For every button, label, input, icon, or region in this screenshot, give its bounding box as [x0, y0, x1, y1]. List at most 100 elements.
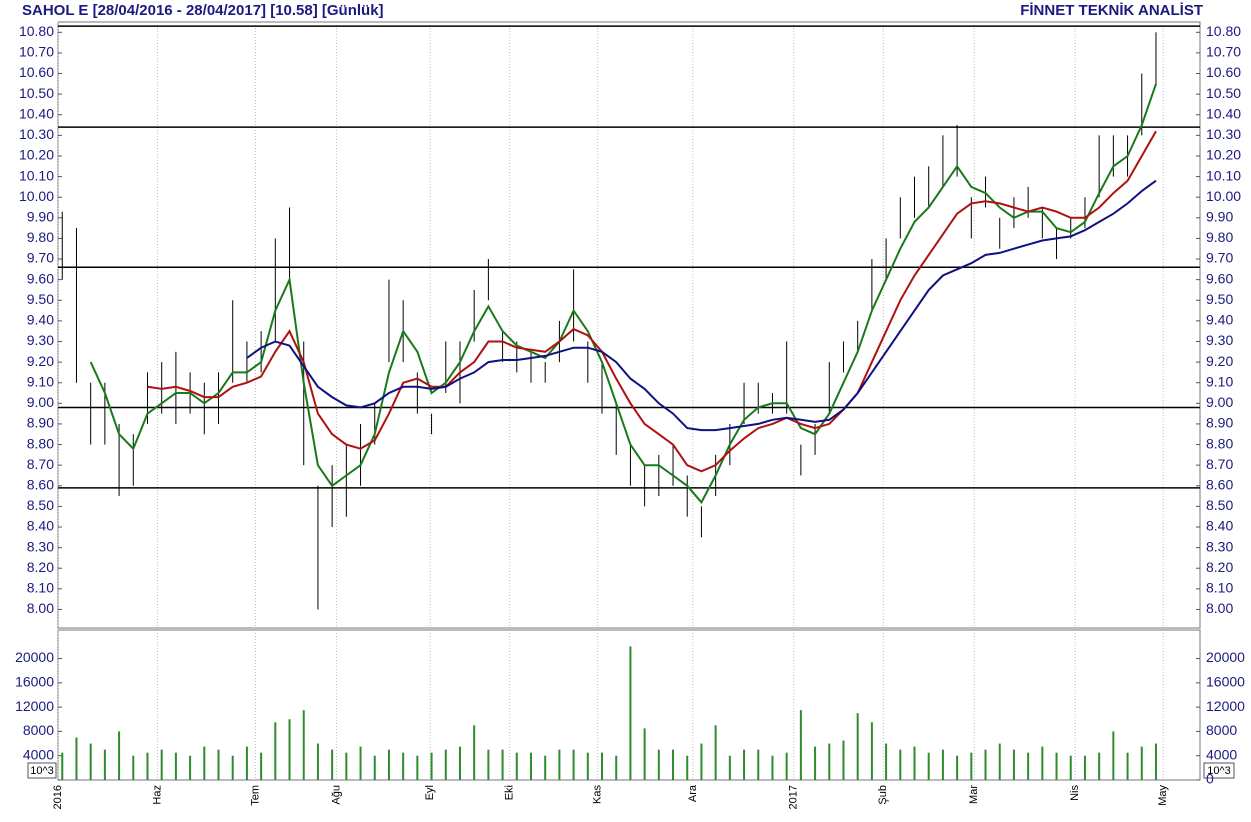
- volume-bar: [643, 728, 646, 780]
- volume-bar: [714, 725, 717, 780]
- y-tick-label: 12000: [15, 698, 54, 714]
- unit-box: [1203, 762, 1235, 779]
- x-tick-label: Ara: [687, 784, 699, 802]
- y-tick-label: 9.50: [27, 291, 54, 307]
- volume-bar: [572, 749, 575, 780]
- y-tick-label: 8.00: [1206, 600, 1233, 616]
- y-tick-label: 9.30: [1206, 332, 1233, 348]
- y-tick-label: 9.90: [27, 209, 54, 225]
- volume-bar: [274, 722, 277, 780]
- y-tick-label: 9.70: [27, 250, 54, 266]
- y-tick-label: 9.20: [1206, 353, 1233, 369]
- volume-unit: 10^3: [1207, 765, 1231, 777]
- volume-bar: [345, 752, 348, 780]
- volume-bar: [458, 746, 461, 780]
- y-tick-label: 9.10: [27, 373, 54, 389]
- y-tick-label: 8.00: [27, 600, 54, 616]
- volume-bar: [899, 749, 902, 780]
- y-tick-label: 10.80: [1206, 23, 1241, 39]
- volume-bar: [1012, 749, 1015, 780]
- volume-bar: [444, 749, 447, 780]
- volume-bar: [103, 749, 106, 780]
- volume-bar: [998, 743, 1001, 780]
- y-tick-label: 8.30: [27, 538, 54, 554]
- y-tick-label: 9.60: [27, 270, 54, 286]
- y-tick-label: 9.80: [27, 229, 54, 245]
- volume-bar: [118, 731, 121, 780]
- y-tick-label: 8.70: [27, 456, 54, 472]
- volume-bar: [132, 755, 135, 780]
- volume-bar: [302, 710, 305, 780]
- volume-bar: [615, 755, 618, 780]
- volume-bar: [814, 746, 817, 780]
- volume-bar: [1098, 752, 1101, 780]
- y-tick-label: 8.50: [1206, 497, 1233, 513]
- volume-bar: [1154, 743, 1157, 780]
- volume-bar: [1083, 755, 1086, 780]
- volume-bar: [842, 740, 845, 780]
- volume-bar: [629, 646, 632, 780]
- y-tick-label: 9.30: [27, 332, 54, 348]
- y-tick-label: 9.80: [1206, 229, 1233, 245]
- y-tick-label: 16000: [15, 674, 54, 690]
- volume-bar: [146, 752, 149, 780]
- y-tick-label: 10.70: [1206, 44, 1241, 60]
- volume-bar: [1140, 746, 1143, 780]
- volume-bar: [260, 752, 263, 780]
- volume-bar: [1069, 755, 1072, 780]
- volume-bar: [331, 749, 334, 780]
- y-tick-label: 8.20: [1206, 559, 1233, 575]
- volume-bar: [316, 743, 319, 780]
- y-tick-label: 8.20: [27, 559, 54, 575]
- y-tick-label: 9.60: [1206, 270, 1233, 286]
- y-tick-label: 9.40: [27, 312, 54, 328]
- y-tick-label: 9.10: [1206, 373, 1233, 389]
- y-tick-label: 10.20: [19, 147, 54, 163]
- volume-bar: [416, 755, 419, 780]
- source: FİNNET TEKNİK ANALİST: [1020, 2, 1203, 19]
- y-tick-label: 10.60: [19, 64, 54, 80]
- volume-bar: [231, 755, 234, 780]
- volume-bar: [515, 752, 518, 780]
- y-tick-label: 8.10: [27, 580, 54, 596]
- x-tick-label: Kas: [592, 785, 604, 804]
- y-tick-label: 8.40: [1206, 518, 1233, 534]
- y-tick-label: 20000: [1206, 649, 1245, 665]
- y-tick-label: 10.30: [1206, 126, 1241, 142]
- y-tick-label: 8000: [1206, 722, 1237, 738]
- y-tick-label: 9.00: [27, 394, 54, 410]
- volume-bar: [970, 752, 973, 780]
- y-tick-label: 8000: [23, 722, 54, 738]
- volume-bar: [728, 755, 731, 780]
- y-tick-label: 10.50: [1206, 85, 1241, 101]
- volume-bar: [672, 749, 675, 780]
- volume-bar: [743, 749, 746, 780]
- x-tick-label: 2016: [52, 785, 64, 809]
- volume-bar: [956, 755, 959, 780]
- y-tick-label: 10.40: [1206, 105, 1241, 121]
- y-tick-label: 9.70: [1206, 250, 1233, 266]
- x-tick-label: Nis: [1069, 785, 1081, 801]
- chart-title: SAHOL E [28/04/2016 - 28/04/2017] [10.58…: [22, 2, 384, 19]
- volume-bar: [757, 749, 760, 780]
- y-tick-label: 4000: [23, 746, 54, 762]
- y-tick-label: 10.10: [1206, 167, 1241, 183]
- volume-bar: [217, 749, 220, 780]
- y-tick-label: 10.10: [19, 167, 54, 183]
- volume-bar: [1112, 731, 1115, 780]
- volume-bar: [61, 752, 64, 780]
- y-tick-label: 10.70: [19, 44, 54, 60]
- y-tick-label: 8.80: [27, 435, 54, 451]
- volume-bar: [913, 746, 916, 780]
- moving-average: [147, 130, 1157, 473]
- volume-bar: [387, 749, 390, 780]
- y-tick-label: 10.80: [19, 23, 54, 39]
- volume-bar: [1055, 752, 1058, 780]
- y-tick-label: 16000: [1206, 674, 1245, 690]
- volume-bar: [245, 746, 248, 780]
- y-tick-label: 10.30: [19, 126, 54, 142]
- volume-bar: [359, 746, 362, 780]
- volume-bar: [927, 752, 930, 780]
- volume-bar: [75, 737, 78, 780]
